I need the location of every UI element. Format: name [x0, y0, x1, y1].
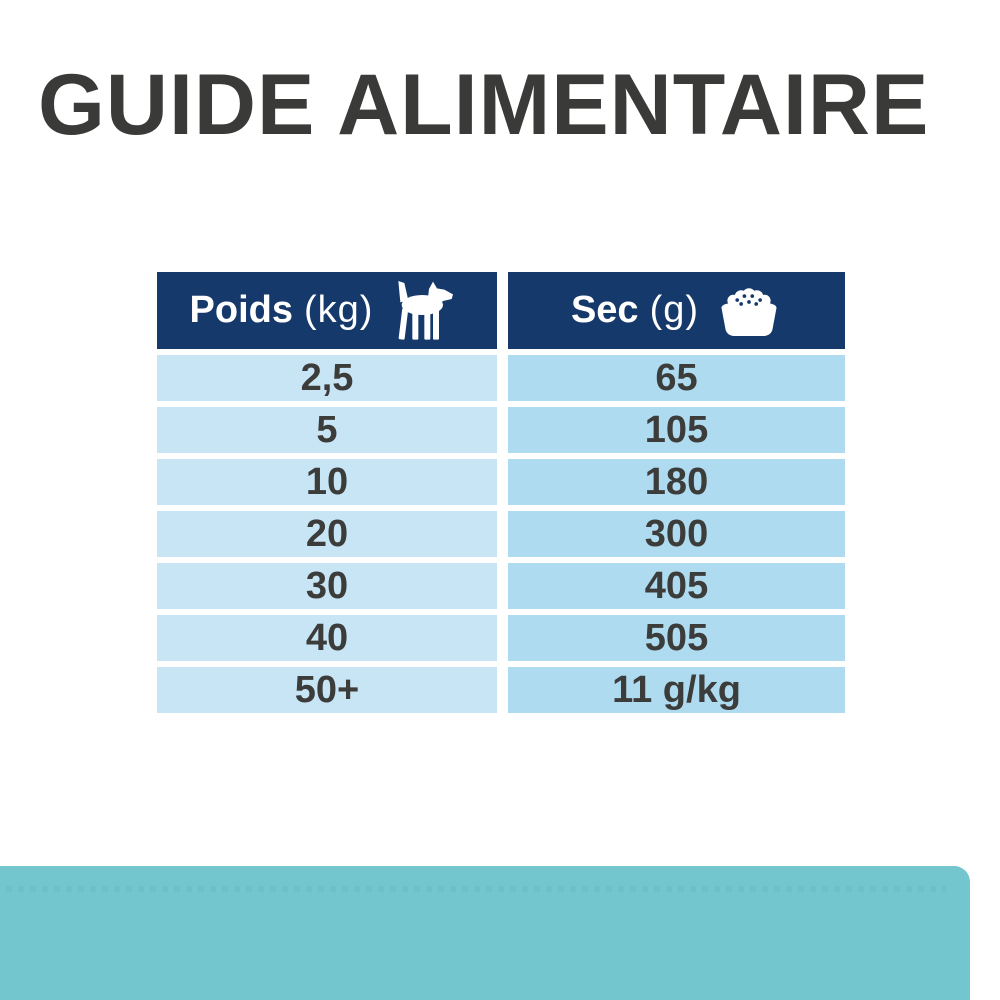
table-cell-poids: 10 — [157, 459, 497, 505]
dog-icon — [390, 280, 464, 341]
footer-teal-band — [0, 866, 970, 1000]
table-cell-sec: 105 — [508, 407, 845, 453]
column-header-poids: Poids (kg) — [157, 272, 497, 349]
table-cell-sec: 180 — [508, 459, 845, 505]
table-cell-poids: 5 — [157, 407, 497, 453]
page-title: GUIDE ALIMENTAIRE — [38, 57, 930, 153]
table-cell-poids: 40 — [157, 615, 497, 661]
table-cell-sec: 405 — [508, 563, 845, 609]
table-cell-poids: 20 — [157, 511, 497, 557]
footer-dot-texture — [6, 886, 946, 892]
table-cell-poids: 2,5 — [157, 355, 497, 401]
column-header-poids-unit: (kg) — [304, 289, 374, 331]
table-cell-sec: 300 — [508, 511, 845, 557]
table-cell-sec: 505 — [508, 615, 845, 661]
column-header-sec-unit: (g) — [649, 289, 700, 331]
feeding-table: Poids (kg) Sec (g) — [157, 272, 845, 713]
column-header-sec: Sec (g) — [508, 272, 845, 349]
food-bowl-icon — [716, 283, 782, 338]
column-header-sec-label: Sec — [570, 289, 639, 331]
table-cell-sec: 65 — [508, 355, 845, 401]
table-cell-poids: 30 — [157, 563, 497, 609]
table-cell-sec: 11 g/kg — [508, 667, 845, 713]
column-header-poids-label: Poids — [189, 289, 293, 331]
table-cell-poids: 50+ — [157, 667, 497, 713]
